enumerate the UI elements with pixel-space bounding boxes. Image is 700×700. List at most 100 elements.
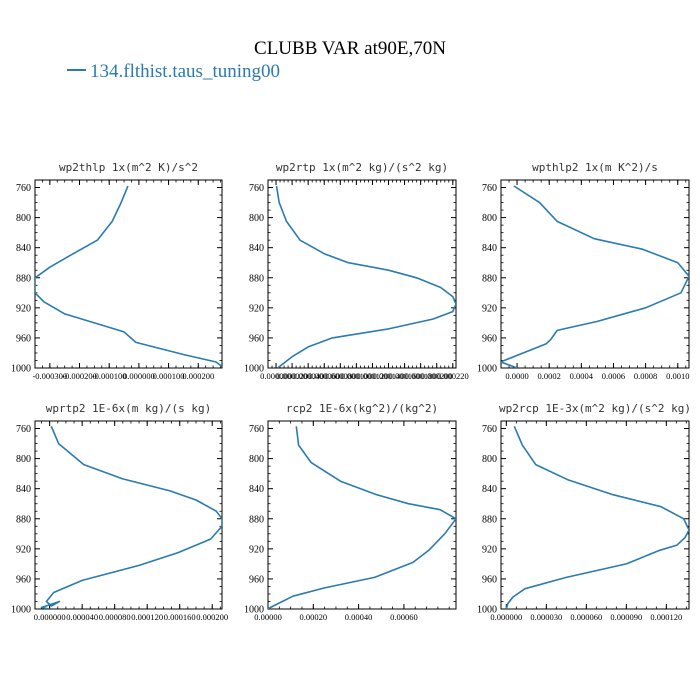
x-tick-label: 0.000200 — [196, 612, 228, 622]
x-tick-label: -0.000300 — [32, 371, 67, 381]
y-tick-label: 800 — [16, 213, 31, 224]
panel-title: wp2rtp 1x(m^2 kg)/(s^2 kg) — [276, 161, 448, 174]
x-tick-label: 0.000160 — [389, 371, 421, 381]
x-tick-label: 0.000120 — [357, 371, 389, 381]
panel-title: wp2rcp 1E-3x(m^2 kg)/(s^2 kg) — [499, 402, 691, 415]
y-tick-label: 880 — [249, 514, 264, 525]
y-tick-label: 760 — [16, 424, 31, 435]
y-tick-label: 840 — [249, 484, 264, 495]
plot-frame — [34, 420, 223, 610]
y-tick-label: 840 — [16, 243, 31, 254]
y-tick-label: 800 — [482, 454, 497, 465]
y-tick-label: 920 — [16, 544, 31, 555]
x-tick-label: 0.000000 — [34, 612, 66, 622]
x-tick-label: 0.000160 — [164, 612, 196, 622]
panel-title: wpthlp2 1x(m K^2)/s — [532, 161, 658, 174]
x-tick-label: 0.000000 — [490, 612, 522, 622]
x-tick-label: 0.00040 — [345, 612, 373, 622]
y-tick-label: 960 — [482, 333, 497, 344]
x-tick-label: 0.0002 — [538, 371, 561, 381]
x-tick-label: 0.000030 — [530, 612, 562, 622]
chart-panel-1: wp2thlp 1x(m^2 K)/s^2 760 800 840 880 920 960 1… — [11, 161, 223, 381]
y-tick-label: 840 — [482, 243, 497, 254]
plot-frame — [267, 420, 457, 610]
x-tick-label: 0.000040 — [292, 371, 324, 381]
chart-panel-6: wp2rcp 1E-3x(m^2 kg)/(s^2 kg)760 800 840 88… — [477, 402, 691, 622]
y-tick-label: 880 — [16, 273, 31, 284]
y-tick-label: 760 — [16, 183, 31, 194]
x-tick-label: 0.000200 — [182, 371, 214, 381]
series-line-1 — [268, 426, 456, 609]
x-tick-label: 0.000100 — [340, 371, 372, 381]
y-tick-label: 1000 — [244, 364, 264, 375]
legend: 134.flthist.taus_tuning00 — [67, 61, 280, 82]
y-tick-label: 960 — [249, 574, 264, 585]
y-tick-label: 800 — [249, 213, 264, 224]
x-tick-label: 0.00000 — [254, 612, 282, 622]
x-tick-label: 0.000100 — [153, 371, 185, 381]
x-tick-label: 0.000090 — [610, 612, 642, 622]
x-tick-label: 0.0006 — [602, 371, 625, 381]
y-tick-label: 1000 — [11, 364, 31, 375]
y-tick-label: 840 — [249, 243, 264, 254]
series-line-1 — [275, 185, 456, 368]
x-tick-label: 0.00060 — [390, 612, 418, 622]
y-tick-label: 800 — [482, 213, 497, 224]
chart-panel-5: rcp2 1E-6x(kg^2)/(kg^2) 760 800 840 880 920 96… — [244, 402, 457, 622]
panel-title: wprtp2 1E-6x(m kg)/(s kg) — [46, 402, 212, 415]
x-tick-label: 0.000060 — [308, 371, 340, 381]
y-tick-label: 920 — [249, 544, 264, 555]
y-tick-label: 800 — [16, 454, 31, 465]
plot-frame — [500, 179, 690, 369]
figure-title: CLUBB VAR at90E,70N — [254, 38, 446, 59]
panel-title: rcp2 1E-6x(kg^2)/(kg^2) — [286, 402, 438, 415]
series-line-1 — [501, 185, 689, 368]
x-tick-label: 0.000120 — [131, 612, 163, 622]
y-tick-label: 960 — [482, 574, 497, 585]
y-tick-label: 840 — [482, 484, 497, 495]
y-tick-label: 840 — [16, 484, 31, 495]
y-tick-label: 1000 — [11, 605, 31, 616]
x-tick-label: 0.000140 — [373, 371, 405, 381]
x-tick-label: 0.0000 — [505, 371, 528, 381]
y-tick-label: 920 — [482, 303, 497, 314]
x-tick-label: 0.000220 — [437, 371, 469, 381]
x-tick-label: 0.000000 — [260, 371, 292, 381]
y-tick-label: 920 — [249, 303, 264, 314]
y-tick-label: 760 — [249, 424, 264, 435]
x-tick-label: 0.0010 — [666, 371, 689, 381]
x-tick-label: 0.000120 — [650, 612, 682, 622]
x-tick-label: 0.000200 — [421, 371, 453, 381]
x-tick-label: 0.000180 — [405, 371, 437, 381]
y-tick-label: 1000 — [244, 605, 264, 616]
y-tick-label: 960 — [249, 333, 264, 344]
y-tick-label: 800 — [249, 454, 264, 465]
y-tick-label: 880 — [249, 273, 264, 284]
legend-label: 134.flthist.taus_tuning00 — [90, 61, 280, 82]
series-line-1 — [505, 425, 689, 609]
y-tick-label: 920 — [16, 303, 31, 314]
x-tick-label: 0.000000 — [123, 371, 155, 381]
x-tick-label: 0.000040 — [66, 612, 98, 622]
y-tick-label: 880 — [482, 273, 497, 284]
chart-panel-2: wp2rtp 1x(m^2 kg)/(s^2 kg) 760 800 840 880 92… — [244, 161, 469, 381]
panel-title: wp2thlp 1x(m^2 K)/s^2 — [59, 161, 198, 174]
series-line-1 — [40, 425, 222, 609]
plot-frame — [267, 179, 457, 369]
y-tick-label: 920 — [482, 544, 497, 555]
chart-panel-4: wprtp2 1E-6x(m kg)/(s kg) 760 800 840 880 920… — [11, 402, 228, 622]
y-tick-label: 760 — [249, 183, 264, 194]
y-tick-label: 760 — [482, 183, 497, 194]
x-tick-label: 0.00020 — [299, 612, 327, 622]
x-tick-label: 0.0004 — [570, 371, 594, 381]
y-tick-label: 1000 — [477, 364, 497, 375]
x-tick-label: 0.000020 — [276, 371, 308, 381]
series-line-1 — [35, 185, 222, 368]
x-tick-label: 0.000060 — [570, 612, 602, 622]
x-tick-label: 0.000080 — [99, 612, 131, 622]
plot-frame — [34, 179, 223, 369]
y-tick-label: 760 — [482, 424, 497, 435]
plot-frame — [500, 420, 690, 610]
y-tick-label: 1000 — [477, 605, 497, 616]
